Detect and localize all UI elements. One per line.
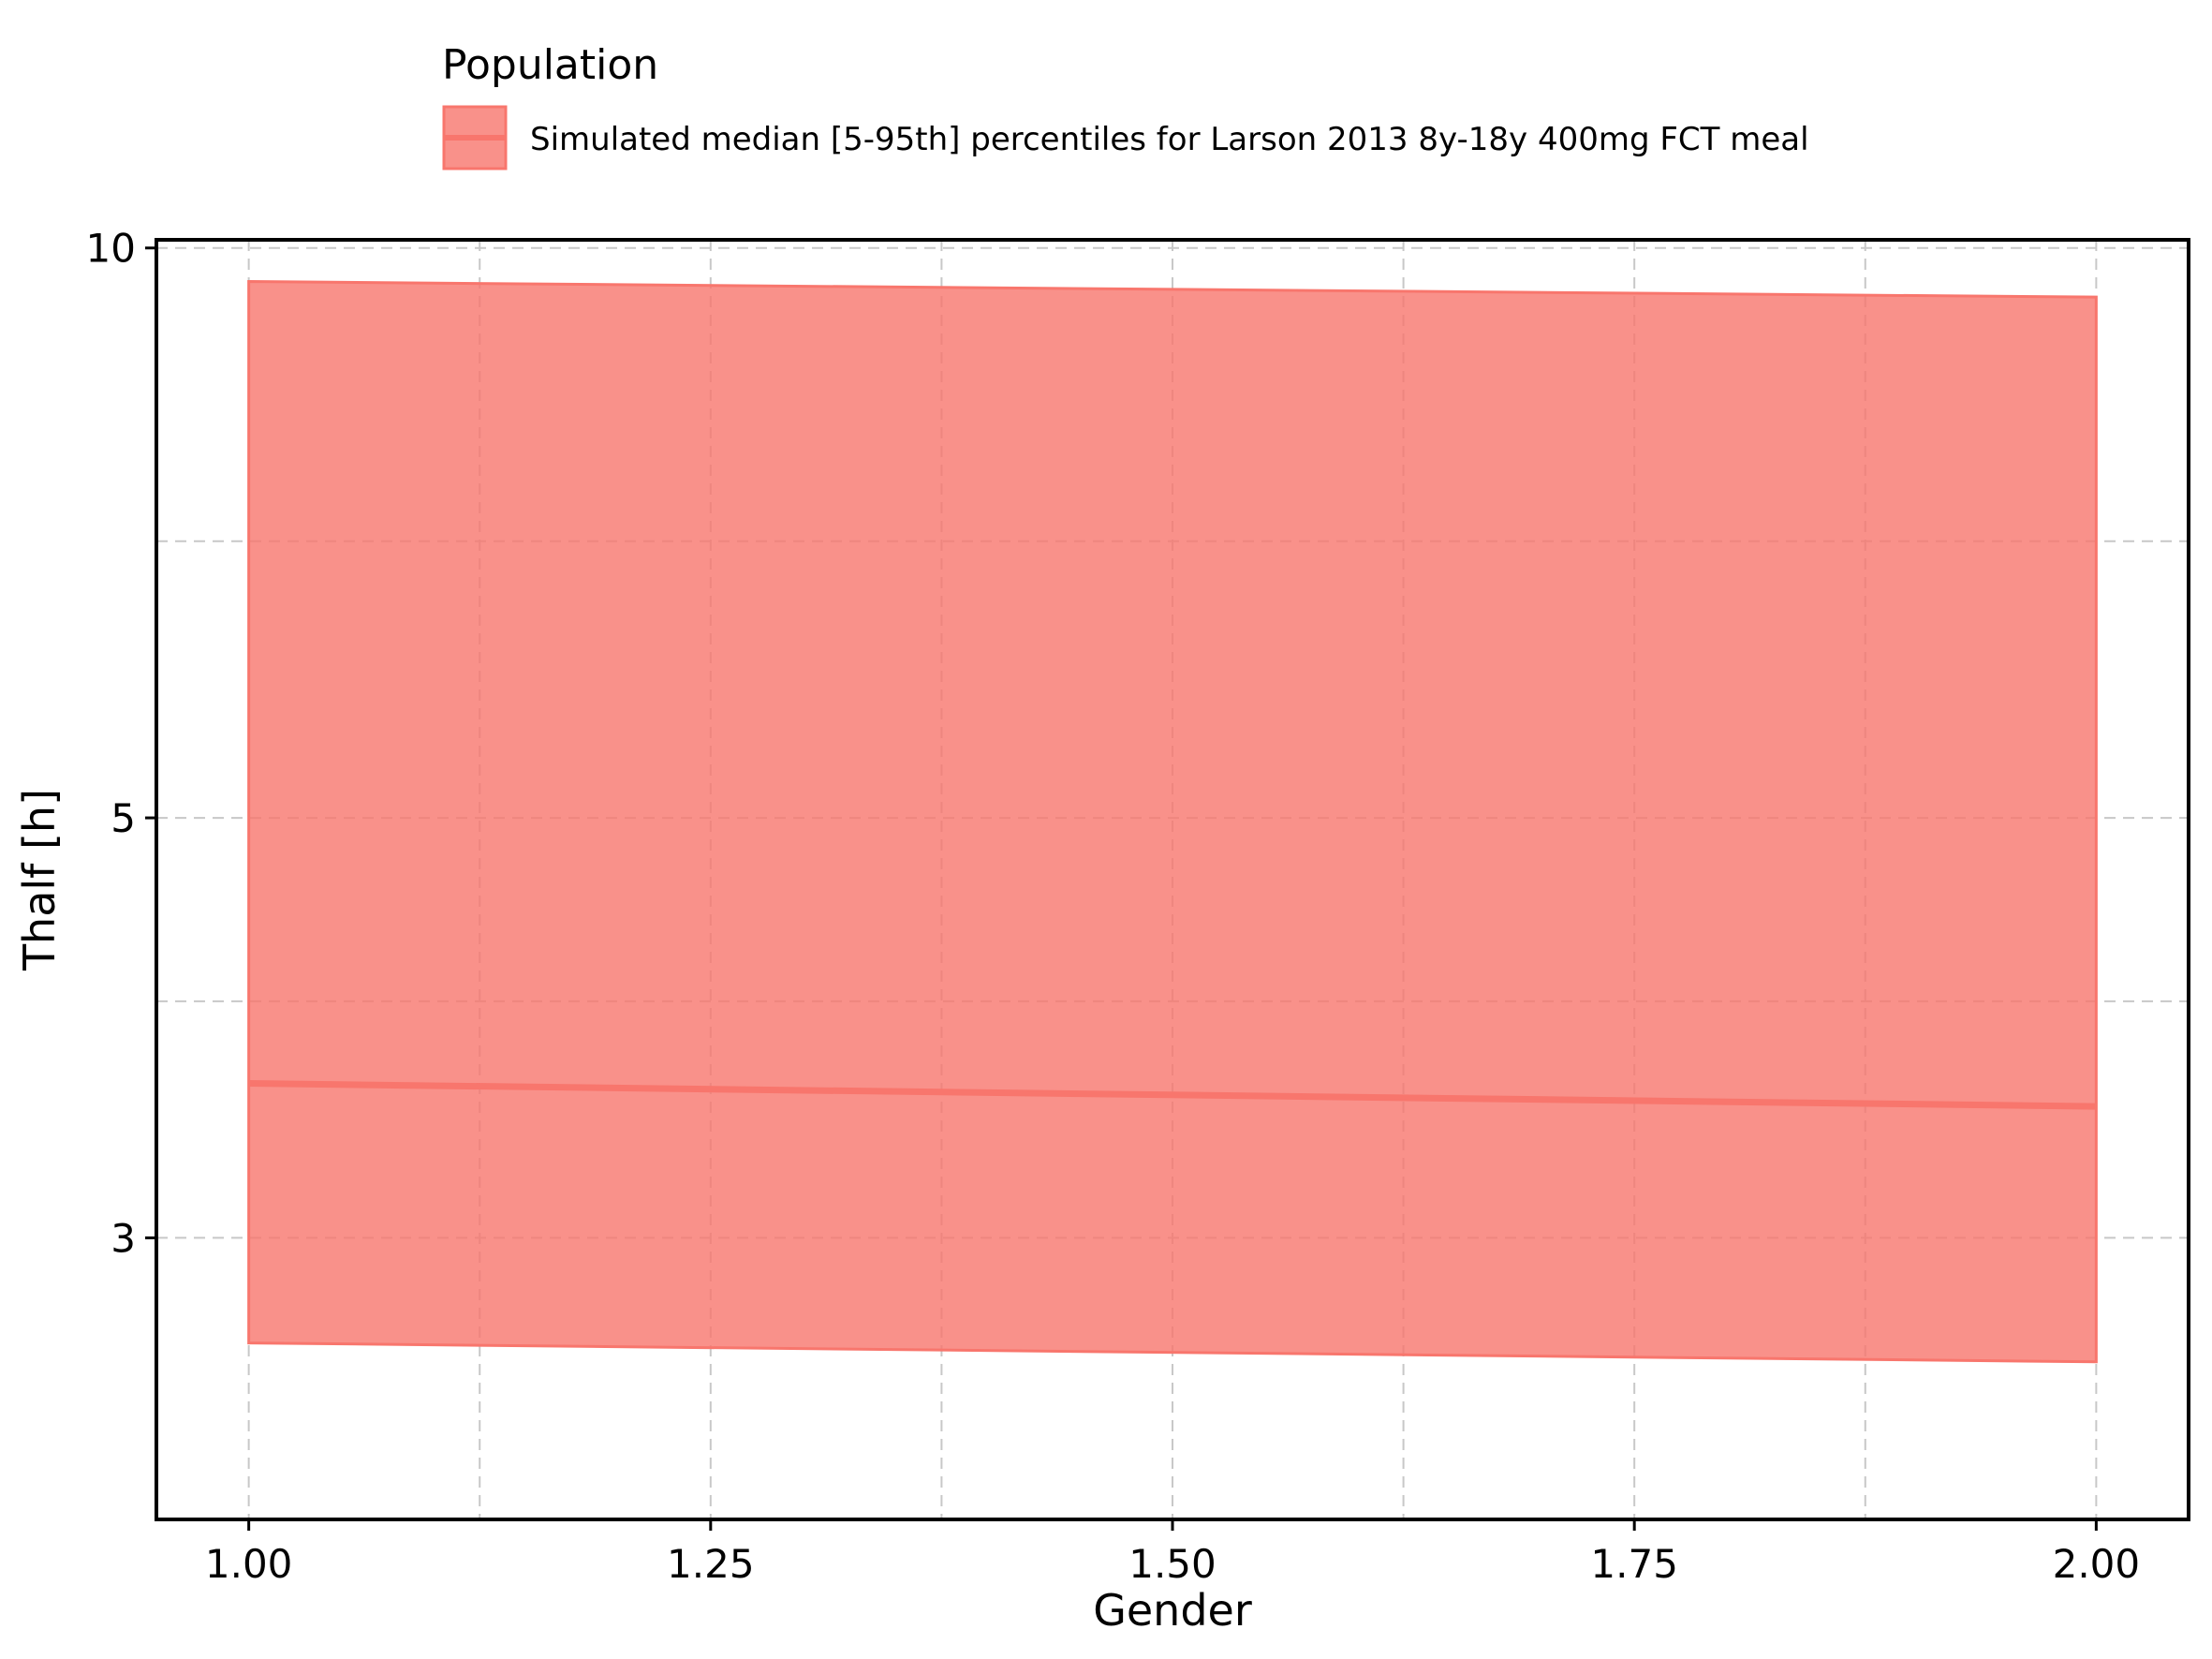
- y-axis-title: Thalf [h]: [14, 789, 65, 971]
- y-tick-label: 3: [111, 1215, 136, 1261]
- y-tick-label: 10: [86, 226, 136, 272]
- legend-title: Population: [442, 41, 658, 89]
- axis-ticks: 1.00 1.25 1.50 1.75 2.00 3 5 10: [86, 226, 2141, 1587]
- y-tick-label: 5: [111, 795, 136, 841]
- x-tick-label: 1.00: [205, 1541, 293, 1587]
- x-tick-label: 1.50: [1128, 1541, 1217, 1587]
- legend-entry-label: Simulated median [5-95th] percentiles fo…: [530, 121, 1809, 158]
- percentile-ribbon-0: [247, 280, 2098, 1364]
- median-line-0: [248, 1080, 2097, 1110]
- x-tick-label: 1.75: [1590, 1541, 1678, 1587]
- x-axis-title: Gender: [1093, 1585, 1252, 1636]
- plot-area: [247, 280, 2098, 1364]
- x-tick-label: 1.25: [667, 1541, 755, 1587]
- legend: Population Simulated median [5-95th] per…: [442, 41, 1809, 170]
- x-tick-label: 2.00: [2053, 1541, 2141, 1587]
